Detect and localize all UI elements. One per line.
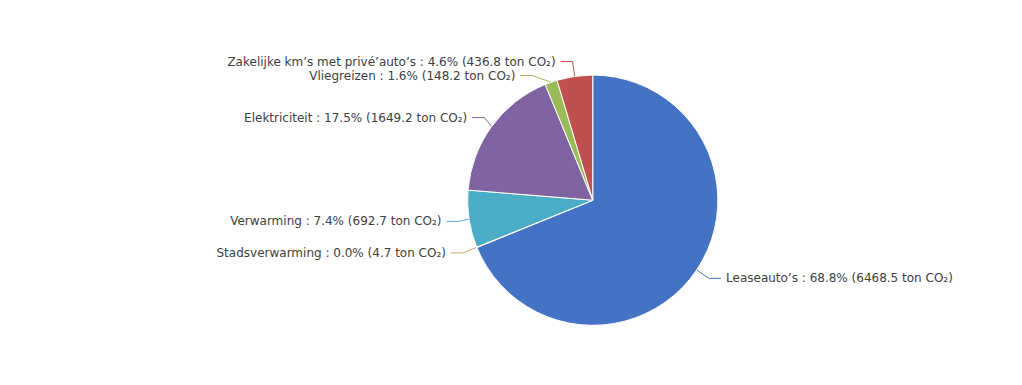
svg-text:Elektriciteit : 17.5% (1649.2: Elektriciteit : 17.5% (1649.2 ton CO₂) bbox=[244, 111, 467, 125]
svg-text:Stadsverwarming : 0.0% (4.7 to: Stadsverwarming : 0.0% (4.7 ton CO₂) bbox=[216, 246, 445, 260]
svg-text:Zakelijke km’s met privé’auto’: Zakelijke km’s met privé’auto’s : 4.6% (… bbox=[227, 55, 555, 69]
svg-text:Verwarming : 7.4% (692.7 ton C: Verwarming : 7.4% (692.7 ton CO₂) bbox=[230, 214, 441, 228]
svg-text:Vliegreizen : 1.6% (148.2 ton: Vliegreizen : 1.6% (148.2 ton CO₂) bbox=[309, 69, 515, 83]
svg-text:Leaseauto’s : 68.8% (6468.5 to: Leaseauto’s : 68.8% (6468.5 ton CO₂) bbox=[726, 271, 953, 285]
